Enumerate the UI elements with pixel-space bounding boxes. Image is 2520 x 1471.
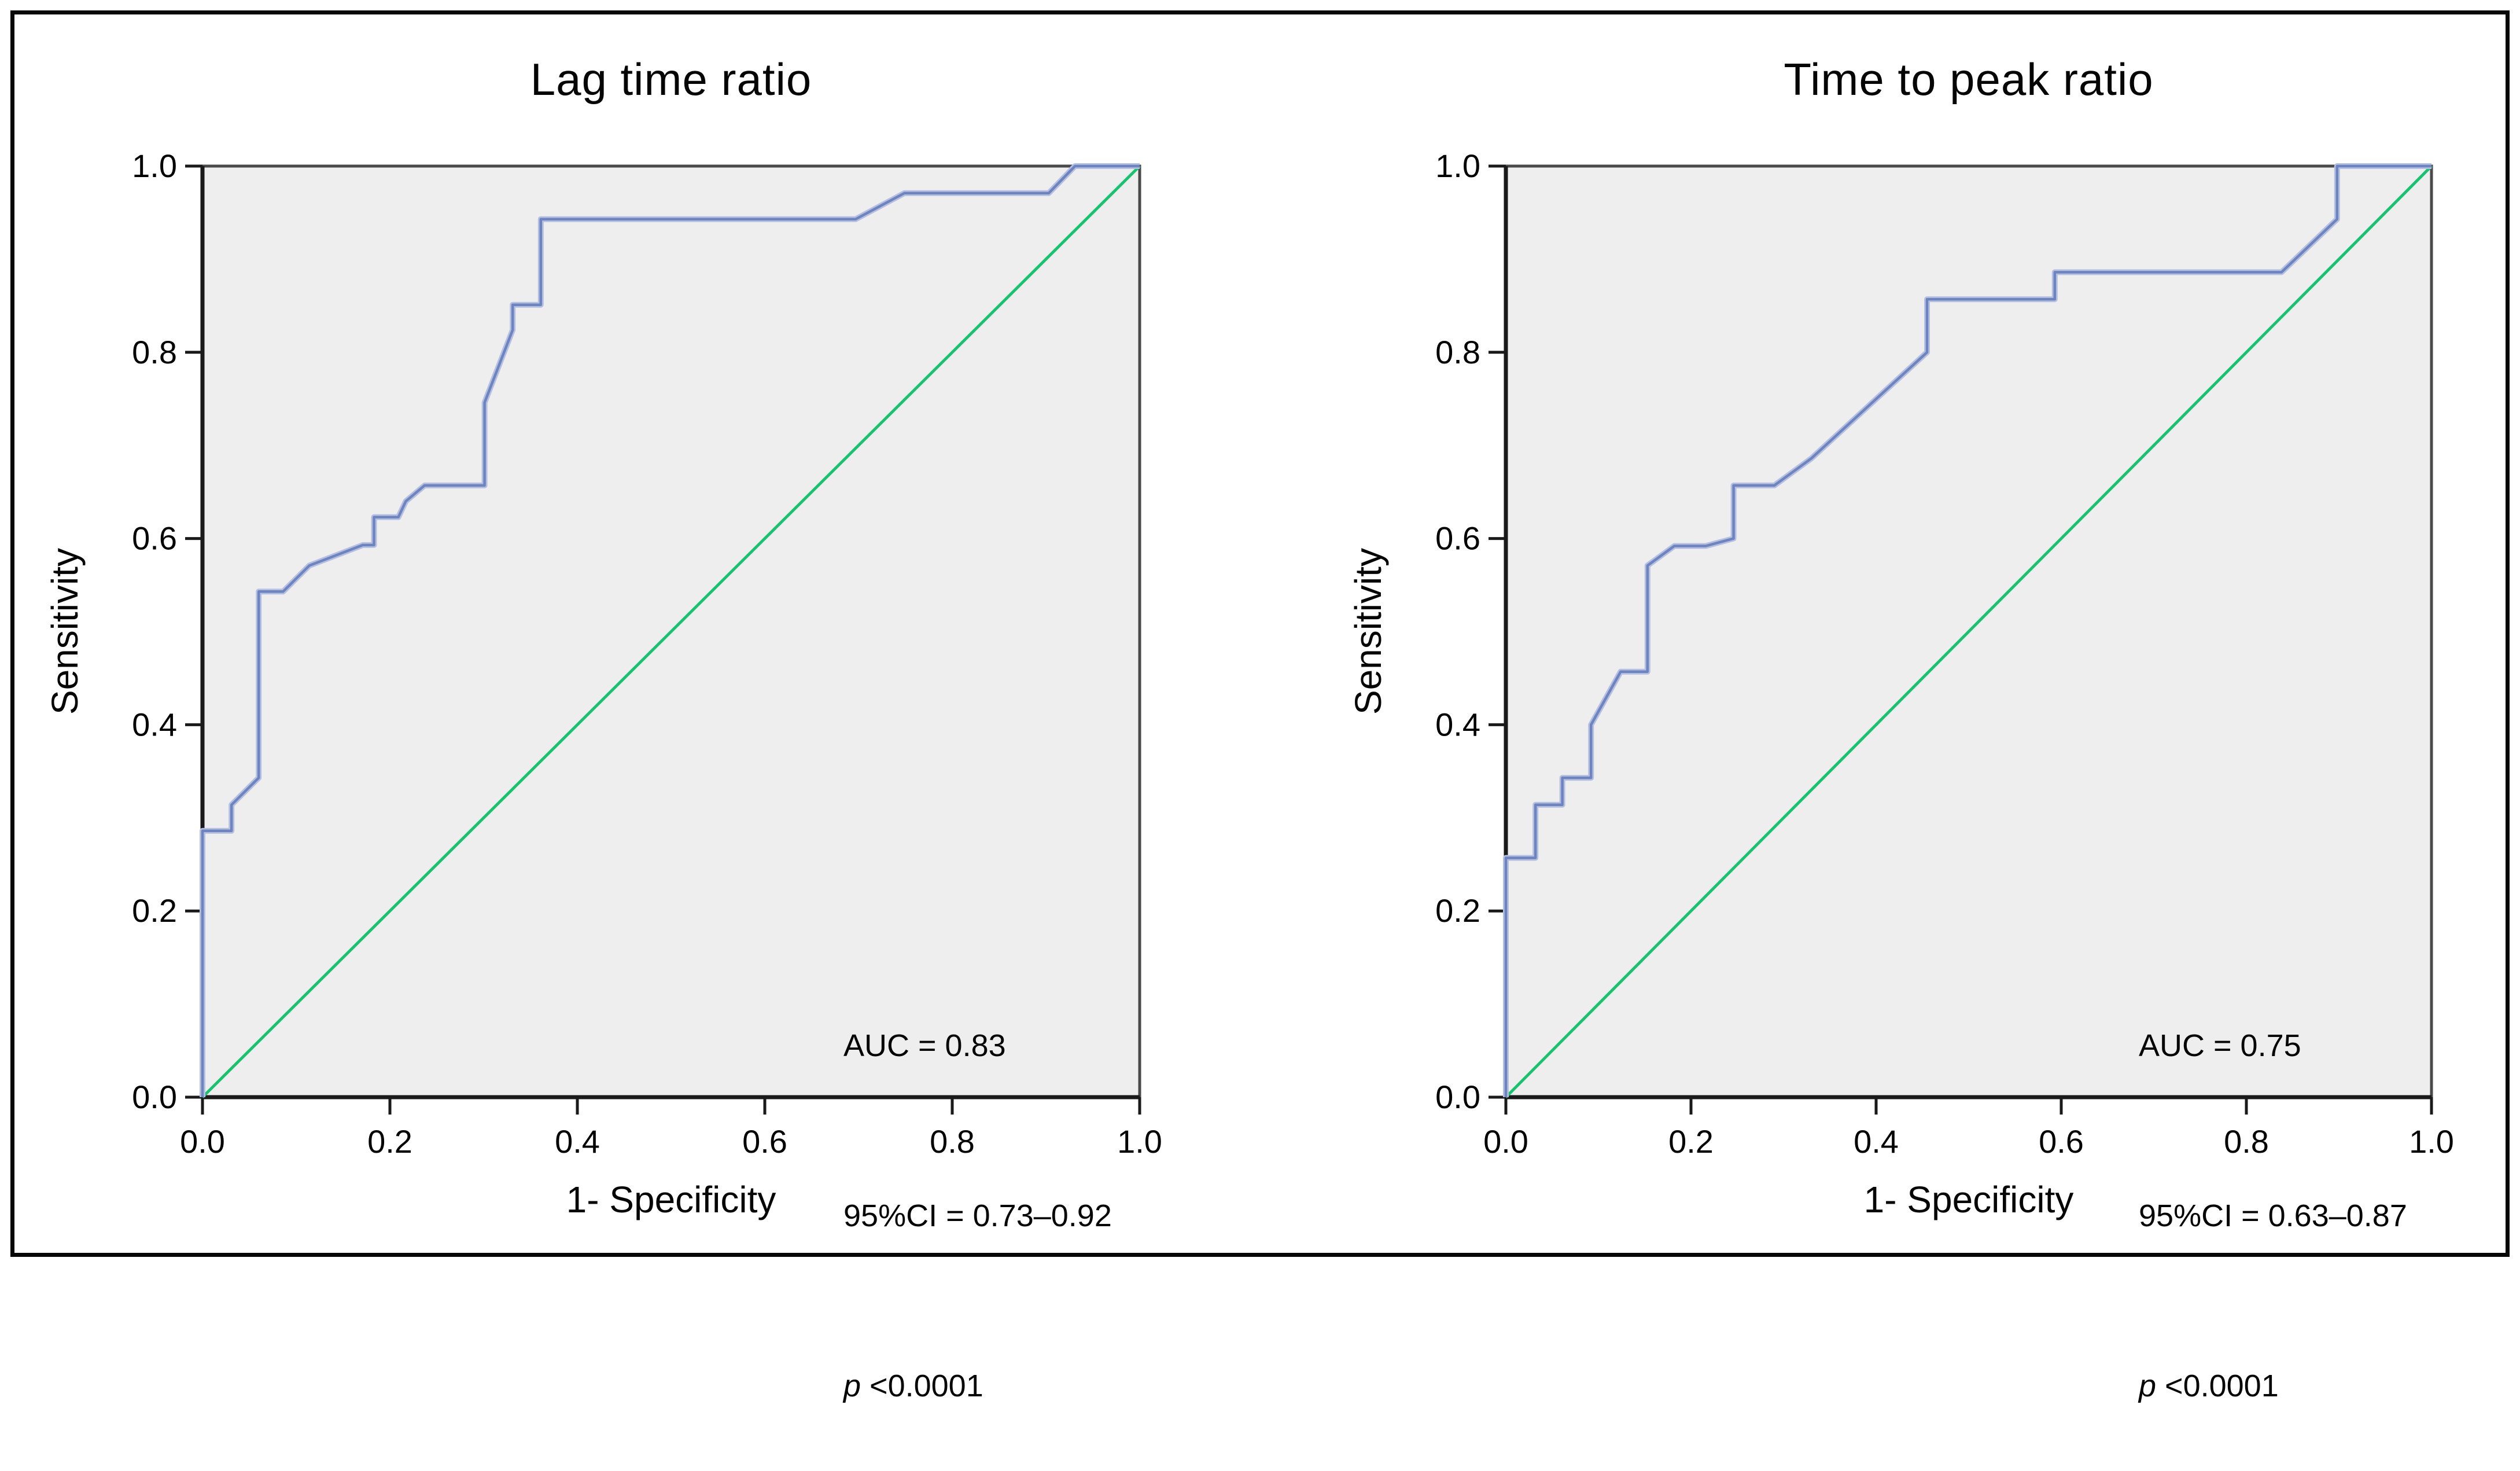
- annotation-auc: AUC = 0.75: [2139, 1028, 2301, 1063]
- annotation-ci: 95%CI = 0.73–0.92: [843, 1198, 1112, 1233]
- x-tick-label: 1.0: [1117, 1123, 1162, 1160]
- annotation-auc: AUC = 0.83: [843, 1028, 1006, 1063]
- y-tick-label: 0.0: [1435, 1079, 1480, 1115]
- y-axis-label: Sensitivity: [1347, 547, 1389, 715]
- y-tick-label: 0.4: [132, 706, 177, 742]
- x-tick-label: 0.2: [1668, 1123, 1714, 1160]
- reference-diagonal-line: [201, 165, 1141, 1098]
- annotation-ci: 95%CI = 0.63–0.87: [2139, 1198, 2407, 1233]
- p-value: <0.0001: [861, 1369, 983, 1403]
- x-tick-label: 0.0: [180, 1123, 225, 1160]
- x-tick-label: 0.4: [1854, 1123, 1899, 1160]
- x-tick-label: 0.0: [1483, 1123, 1528, 1160]
- y-tick-label: 0.8: [132, 334, 177, 370]
- x-tick-label: 0.8: [2224, 1123, 2269, 1160]
- reference-diagonal-line: [1505, 165, 2433, 1098]
- p-italic-symbol: p: [2139, 1369, 2157, 1403]
- y-axis-label: Sensitivity: [44, 547, 86, 715]
- y-tick-label: 0.2: [132, 892, 177, 929]
- annotation-p: p <0.0001: [843, 1358, 1112, 1414]
- roc-panel-time-to-peak-ratio: 0.0 0.2 0.4 0.6 0.8 1.0 0.0 0.2 0.4 0.6 0.8 1.0: [1260, 0, 2520, 1267]
- y-tick-label: 1.0: [1435, 148, 1480, 184]
- p-italic-symbol: p: [843, 1369, 861, 1403]
- chart-title: Lag time ratio: [530, 54, 812, 105]
- x-axis-label: 1- Specificity: [566, 1179, 776, 1220]
- y-tick-label: 1.0: [132, 148, 177, 184]
- y-tick-label: 0.2: [1435, 892, 1480, 929]
- y-tick-label: 0.6: [1435, 520, 1480, 557]
- x-tick-label: 0.6: [742, 1123, 787, 1160]
- annotation-p: p <0.0001: [2139, 1358, 2407, 1414]
- y-tick-label: 0.4: [1435, 706, 1480, 742]
- y-tick-label: 0.0: [132, 1079, 177, 1115]
- x-tick-label: 0.8: [930, 1123, 975, 1160]
- annotation-block: AUC = 0.75 95%CI = 0.63–0.87 p <0.0001: [2139, 904, 2407, 1471]
- roc-curve: [1504, 164, 2431, 1097]
- roc-chart-lag-time-ratio: 0.0 0.2 0.4 0.6 0.8 1.0 0.0 0.2 0.4 0.6 0.8 1.0: [132, 148, 1162, 1160]
- roc-chart-time-to-peak-ratio: 0.0 0.2 0.4 0.6 0.8 1.0 0.0 0.2 0.4 0.6 0.8 1.0: [1435, 148, 2454, 1160]
- y-tick-label: 0.6: [132, 520, 177, 557]
- y-tick-label: 0.8: [1435, 334, 1480, 370]
- chart-title: Time to peak ratio: [1784, 54, 2154, 105]
- x-axis-label: 1- Specificity: [1863, 1179, 2074, 1220]
- x-tick-label: 0.4: [555, 1123, 600, 1160]
- x-tick-label: 1.0: [2409, 1123, 2454, 1160]
- roc-curve: [201, 164, 1140, 1097]
- annotation-block: AUC = 0.83 95%CI = 0.73–0.92 p <0.0001: [843, 904, 1112, 1471]
- x-tick-label: 0.6: [2039, 1123, 2084, 1160]
- p-value: <0.0001: [2156, 1369, 2279, 1403]
- x-tick-label: 0.2: [367, 1123, 412, 1160]
- roc-panel-lag-time-ratio: 0.0 0.2 0.4 0.6 0.8 1.0 0.0 0.2 0.4 0.6 0.8 1.0: [0, 0, 1260, 1267]
